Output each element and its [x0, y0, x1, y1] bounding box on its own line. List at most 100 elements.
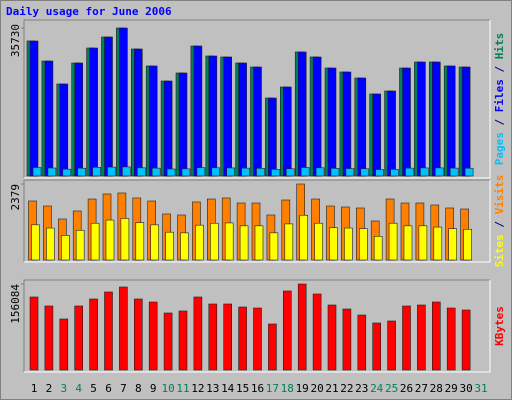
bar — [375, 169, 385, 177]
legend: Pages / Files / Hits — [493, 33, 506, 166]
bar — [405, 167, 414, 177]
legend-entry: Visits — [493, 175, 506, 215]
bar — [148, 65, 158, 177]
bar — [105, 219, 115, 261]
legend: Sites / Visits — [493, 175, 506, 268]
x-tick-label: 2 — [46, 382, 53, 395]
bar — [417, 304, 426, 371]
panel-shadow — [23, 179, 490, 262]
bar — [461, 309, 471, 371]
x-tick-label: 11 — [176, 382, 189, 395]
bar — [119, 27, 128, 177]
bar — [373, 236, 383, 261]
bar — [390, 169, 399, 177]
bar — [345, 168, 355, 177]
x-tick-label: 16 — [251, 382, 264, 395]
bar — [461, 66, 471, 177]
bar — [208, 55, 218, 177]
panel-light — [24, 20, 491, 179]
x-tick-label: 4 — [75, 382, 82, 395]
bar — [151, 167, 161, 177]
bar — [223, 303, 232, 371]
bar — [418, 225, 428, 261]
bar — [254, 225, 264, 261]
bar — [431, 61, 441, 177]
bar — [312, 56, 322, 177]
bar — [148, 301, 158, 371]
bar — [402, 67, 411, 177]
bar — [119, 286, 128, 371]
bar — [181, 168, 191, 177]
bar — [388, 222, 398, 261]
bar — [134, 298, 143, 371]
x-tick-label: 29 — [445, 382, 458, 395]
bar — [284, 223, 294, 261]
bar — [89, 47, 98, 177]
x-tick-label: 12 — [191, 382, 204, 395]
bar — [434, 167, 444, 177]
bar — [464, 167, 474, 177]
legend-entry: Pages — [493, 132, 506, 165]
legend-separator: / — [493, 214, 506, 234]
bar — [431, 301, 441, 371]
bar — [239, 225, 249, 261]
x-tick-label: 25 — [385, 382, 398, 395]
y-tick-label: 35730 — [9, 24, 22, 57]
bar — [256, 167, 265, 177]
bar — [463, 229, 472, 261]
bar — [329, 227, 338, 261]
bar — [59, 318, 69, 371]
x-tick-label: 15 — [236, 382, 249, 395]
bar — [372, 322, 382, 371]
bar — [44, 305, 54, 371]
bar — [210, 222, 219, 261]
bar — [193, 296, 203, 371]
bar — [74, 62, 83, 177]
x-tick-label: 17 — [266, 382, 279, 395]
bar — [178, 72, 188, 177]
bar — [300, 167, 310, 177]
legend-entry: KBytes — [493, 306, 506, 346]
bar — [224, 222, 234, 261]
x-tick-label: 10 — [161, 382, 174, 395]
panel-shadow — [23, 19, 490, 178]
bar — [238, 306, 247, 371]
x-tick-label: 19 — [296, 382, 309, 395]
bar — [31, 224, 40, 261]
bar — [77, 167, 86, 177]
bar — [46, 227, 55, 261]
bar — [342, 308, 352, 371]
x-tick-label: 18 — [281, 382, 294, 395]
bar — [357, 77, 367, 177]
x-tick-label: 27 — [415, 382, 428, 395]
bar — [180, 232, 189, 261]
bar — [268, 97, 277, 177]
bar — [195, 224, 204, 261]
bar — [344, 227, 353, 261]
bar — [420, 167, 429, 177]
bar — [330, 168, 340, 177]
bar — [196, 167, 206, 177]
bar — [403, 225, 413, 261]
bar — [163, 80, 173, 177]
bar — [449, 167, 459, 177]
x-tick-label: 5 — [90, 382, 97, 395]
bar — [120, 218, 130, 261]
panel-light — [24, 280, 491, 373]
bar — [90, 222, 100, 261]
x-tick-label: 23 — [355, 382, 368, 395]
bar — [134, 48, 143, 177]
bar — [297, 283, 307, 371]
bar — [208, 303, 218, 371]
bar — [178, 310, 188, 371]
bar — [314, 222, 323, 261]
y-tick-label: 156084 — [9, 284, 22, 324]
bar — [402, 305, 411, 371]
x-tick-label: 14 — [221, 382, 235, 395]
x-tick-label: 7 — [120, 382, 127, 395]
bar — [417, 61, 426, 177]
x-tick-label: 28 — [430, 382, 443, 395]
bar — [315, 167, 325, 177]
bar — [122, 166, 131, 177]
legend-separator: / — [493, 59, 506, 79]
